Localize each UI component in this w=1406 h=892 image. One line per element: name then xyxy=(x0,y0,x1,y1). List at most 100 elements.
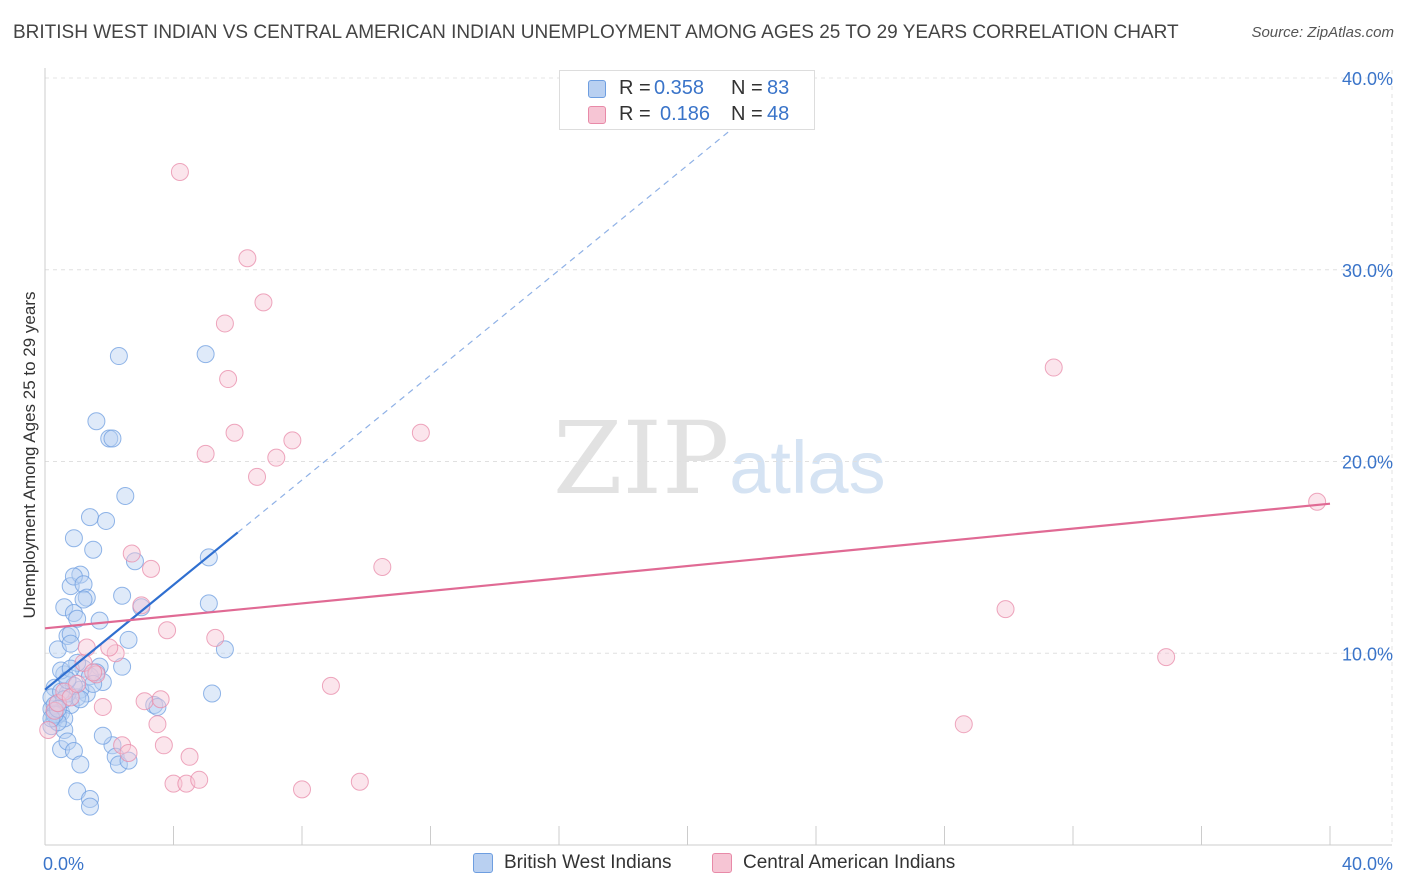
data-point-british-west-indians xyxy=(64,603,83,622)
data-point-british-west-indians xyxy=(215,640,234,659)
data-point-british-west-indians xyxy=(74,575,93,594)
data-point-central-american-indians xyxy=(68,674,87,693)
data-point-british-west-indians xyxy=(55,598,74,617)
tick-labels: 10.0% 20.0% 30.0% 40.0% 0.0% 40.0% xyxy=(43,69,1393,874)
data-point-central-american-indians xyxy=(142,559,161,578)
data-point-british-west-indians xyxy=(71,565,90,584)
data-point-central-american-indians xyxy=(267,448,286,467)
data-point-british-west-indians xyxy=(74,590,93,609)
data-point-british-west-indians xyxy=(199,594,218,613)
data-point-british-west-indians xyxy=(80,797,99,816)
data-point-british-west-indians xyxy=(80,789,99,808)
data-point-british-west-indians xyxy=(87,412,106,431)
data-point-british-west-indians xyxy=(93,726,112,745)
trendline-british-west-indians xyxy=(44,531,239,691)
data-point-british-west-indians xyxy=(116,487,135,506)
data-point-british-west-indians xyxy=(203,684,222,703)
data-point-central-american-indians xyxy=(148,715,167,734)
data-point-central-american-indians xyxy=(122,544,141,563)
legend-n-label: N = xyxy=(731,103,763,125)
data-point-central-american-indians xyxy=(158,621,177,640)
data-point-british-west-indians xyxy=(113,586,132,605)
data-point-british-west-indians xyxy=(58,732,77,751)
chart-title: BRITISH WEST INDIAN VS CENTRAL AMERICAN … xyxy=(13,22,1179,43)
data-point-central-american-indians xyxy=(350,772,369,791)
data-point-central-american-indians xyxy=(87,665,106,684)
axes xyxy=(44,68,1392,846)
watermark: ZIPatlas xyxy=(553,400,886,517)
data-point-central-american-indians xyxy=(1044,358,1063,377)
x-tick-label: 0.0% xyxy=(43,854,84,874)
legend-n-value: 48 xyxy=(767,103,790,125)
trendline-extension-british-west-indians xyxy=(237,125,737,533)
legend-series-label: British West Indians xyxy=(504,852,672,873)
legend-swatch-pink xyxy=(588,106,606,124)
data-point-central-american-indians xyxy=(135,692,154,711)
data-point-central-american-indians xyxy=(1157,648,1176,667)
data-point-central-american-indians xyxy=(196,444,215,463)
data-point-british-west-indians xyxy=(119,630,138,649)
data-point-central-american-indians xyxy=(113,736,132,755)
data-point-central-american-indians xyxy=(119,743,138,762)
data-point-british-west-indians xyxy=(103,736,122,755)
legend-swatch-blue xyxy=(588,80,606,98)
data-point-british-west-indians xyxy=(71,755,90,774)
data-point-central-american-indians xyxy=(164,774,183,793)
y-axis-title: Unemployment Among Ages 25 to 29 years xyxy=(20,291,39,619)
watermark-zip: ZIP xyxy=(553,400,730,517)
data-point-central-american-indians xyxy=(77,638,96,657)
legend-n-value: 83 xyxy=(767,77,790,99)
data-point-central-american-indians xyxy=(180,747,199,766)
data-point-central-american-indians xyxy=(74,653,93,672)
data-point-central-american-indians xyxy=(293,780,311,799)
source-label: Source: ZipAtlas.com xyxy=(1251,24,1394,41)
data-point-central-american-indians xyxy=(190,770,209,789)
gridlines xyxy=(45,70,1393,845)
data-point-central-american-indians xyxy=(206,628,225,647)
y-tick-label: 10.0% xyxy=(1342,644,1393,664)
legend-series-label: Central American Indians xyxy=(743,852,956,873)
data-point-british-west-indians xyxy=(68,609,87,628)
legend-r-label: R = xyxy=(619,103,651,125)
data-point-central-american-indians xyxy=(219,370,238,389)
data-point-british-west-indians xyxy=(109,755,128,774)
trendlines xyxy=(44,125,1331,691)
legend-swatch-pink xyxy=(712,853,732,873)
legend-r-label: R = xyxy=(619,77,651,99)
stats-legend: R = 0.358 N = 83 R = 0.186 N = 48 xyxy=(559,70,815,130)
data-point-central-american-indians xyxy=(954,715,973,734)
data-point-central-american-indians xyxy=(321,676,340,695)
y-tick-label: 20.0% xyxy=(1342,453,1393,473)
data-point-central-american-indians xyxy=(248,467,267,486)
data-point-central-american-indians xyxy=(373,557,392,576)
data-point-british-west-indians xyxy=(109,347,128,366)
data-point-british-west-indians xyxy=(48,699,67,718)
data-point-central-american-indians xyxy=(254,293,273,312)
data-point-british-west-indians xyxy=(103,429,122,448)
y-tick-label: 30.0% xyxy=(1342,261,1393,281)
data-point-british-west-indians xyxy=(84,540,103,559)
data-point-british-west-indians xyxy=(64,567,83,586)
data-point-central-american-indians xyxy=(1308,492,1327,511)
legend-swatch-blue xyxy=(473,853,493,873)
data-point-british-west-indians xyxy=(90,611,109,630)
data-point-central-american-indians xyxy=(100,638,119,657)
data-point-british-west-indians xyxy=(64,529,83,548)
legend-r-value: 0.186 xyxy=(660,103,711,125)
data-point-central-american-indians xyxy=(39,720,58,739)
data-point-central-american-indians xyxy=(84,663,103,682)
data-point-central-american-indians xyxy=(411,423,430,442)
data-point-central-american-indians xyxy=(215,314,234,333)
trendline-central-american-indians xyxy=(44,502,1331,630)
series-layer xyxy=(39,162,1327,816)
data-point-central-american-indians xyxy=(93,697,112,716)
data-point-british-west-indians xyxy=(196,345,215,364)
legend-n-label: N = xyxy=(731,77,763,99)
x-tick-label: 40.0% xyxy=(1342,854,1393,874)
data-point-central-american-indians xyxy=(283,431,302,450)
data-point-british-west-indians xyxy=(61,634,80,653)
data-point-central-american-indians xyxy=(170,162,189,181)
legend-r-value: 0.358 xyxy=(654,77,705,99)
data-point-british-west-indians xyxy=(119,751,138,770)
